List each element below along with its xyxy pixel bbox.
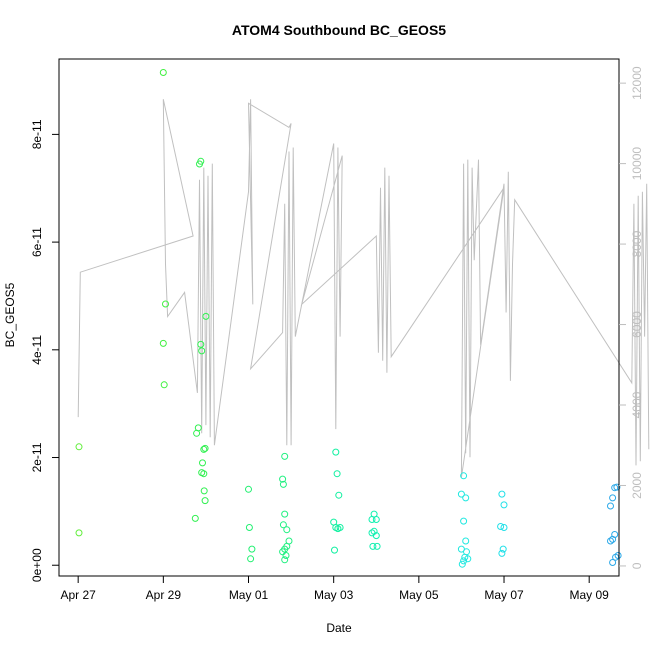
data-point-22: [245, 524, 253, 531]
y-axis-label: BC_GEOS5: [3, 282, 17, 347]
data-point-26: [281, 452, 289, 460]
data-point-36: [279, 548, 287, 556]
y-right-tick-label-3: 6000: [630, 311, 644, 338]
data-point-55: [462, 494, 470, 502]
data-point-7: [194, 424, 202, 432]
altitude-trace: [77, 99, 650, 478]
data-point-35: [281, 556, 289, 564]
data-point-17: [200, 487, 208, 495]
data-point-18: [201, 497, 209, 505]
data-point-51: [369, 542, 377, 550]
altitude-line: [77, 99, 650, 478]
data-point-13: [199, 459, 206, 467]
data-point-12: [200, 445, 208, 453]
data-point-50: [372, 532, 380, 540]
y-right-tick-label-5: 10000: [630, 147, 644, 181]
data-point-66: [497, 523, 505, 530]
y-left-tick-label-3: 6e-11: [30, 227, 44, 257]
data-point-2: [159, 69, 167, 76]
data-point-4: [159, 339, 167, 347]
data-point-30: [283, 526, 291, 534]
y-right-tick-label-2: 4000: [630, 391, 644, 418]
data-point-39: [335, 491, 343, 499]
data-point-43: [334, 525, 342, 533]
data-point-75: [609, 535, 617, 543]
x-axis-label: Date: [326, 621, 352, 635]
data-point-67: [500, 524, 508, 531]
x-tick-label-6: May 09: [570, 588, 610, 602]
data-point-3: [162, 300, 169, 308]
data-point-53: [460, 472, 468, 480]
x-tick-label-2: May 01: [229, 588, 269, 602]
y-left-tick-label-1: 2e-11: [30, 442, 44, 472]
chart-title: ATOM4 Southbound BC_GEOS5: [232, 22, 446, 38]
data-point-63: [464, 555, 472, 563]
y-left-tick-label-4: 8e-11: [30, 119, 44, 149]
data-point-27: [279, 480, 287, 488]
data-point-65: [500, 501, 508, 509]
data-point-37: [332, 448, 340, 456]
y-axis-left: 0e+00 2e-11 4e-11 6e-11 8e-11: [30, 119, 59, 582]
data-point-71: [613, 483, 621, 491]
data-point-5: [160, 381, 168, 389]
y-right-tick-label-1: 2000: [630, 472, 644, 499]
data-point-64: [498, 490, 506, 498]
data-point-61: [460, 557, 468, 565]
data-point-76: [607, 537, 614, 545]
data-point-62: [458, 560, 466, 568]
y-right-tick-label-0: 0: [630, 562, 644, 569]
data-point-19: [191, 514, 199, 522]
data-point-24: [247, 555, 255, 563]
data-point-56: [460, 517, 468, 525]
y-right-tick-label-6: 12000: [630, 66, 644, 100]
data-point-73: [607, 502, 614, 510]
data-point-15: [200, 470, 208, 478]
data-point-23: [248, 545, 256, 553]
data-point-16: [201, 444, 209, 452]
data-point-1: [75, 529, 83, 537]
x-tick-label-0: Apr 27: [60, 588, 96, 602]
y-right-tick-label-4: 8000: [630, 230, 644, 257]
x-tick-label-1: Apr 29: [146, 588, 182, 602]
y-left-tick-label-2: 4e-11: [30, 335, 44, 365]
plot-frame: [58, 58, 620, 577]
data-point-21: [245, 485, 252, 493]
data-point-57: [462, 537, 470, 545]
x-tick-label-3: May 03: [314, 588, 354, 602]
data-point-20: [202, 312, 210, 320]
x-tick-label-4: May 05: [399, 588, 439, 602]
data-point-0: [75, 443, 83, 451]
data-point-28: [281, 510, 289, 518]
x-axis: Apr 27 Apr 29 May 01 May 03 May 05 May 07 May …: [60, 576, 609, 602]
data-point-54: [457, 490, 465, 498]
data-point-52: [373, 542, 381, 550]
data-point-68: [499, 545, 507, 553]
data-point-69: [498, 549, 506, 557]
x-tick-label-5: May 07: [484, 588, 524, 602]
data-point-25: [279, 475, 287, 483]
y-axis-right: 0 2000 4000 6000 8000 10000 12000: [619, 66, 644, 569]
data-point-46: [368, 516, 376, 523]
data-points: [75, 69, 622, 568]
data-point-9: [197, 157, 205, 165]
data-point-10: [197, 340, 205, 348]
y-left-tick-label-0: 0e+00: [30, 548, 44, 582]
data-point-72: [609, 494, 617, 502]
data-point-29: [279, 521, 287, 529]
data-point-79: [609, 559, 617, 566]
data-point-48: [370, 527, 378, 535]
data-point-47: [372, 516, 380, 523]
data-point-11: [198, 347, 206, 355]
data-point-44: [331, 546, 338, 554]
data-point-38: [333, 470, 341, 478]
